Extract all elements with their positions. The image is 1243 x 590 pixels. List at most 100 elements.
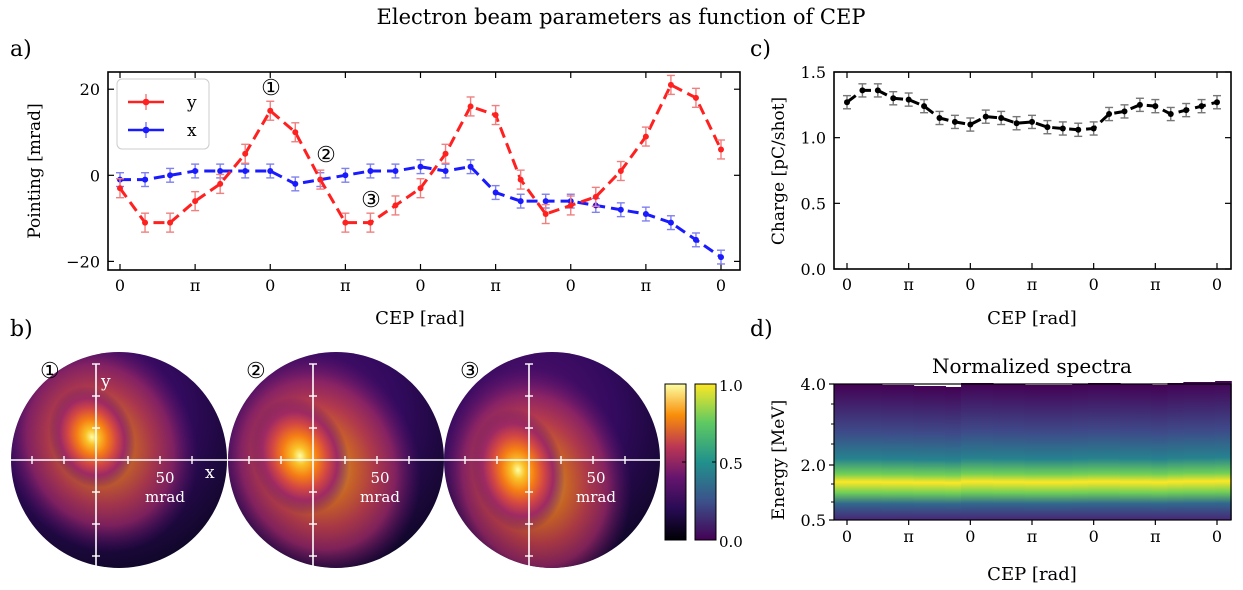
- beam-axis-x-label: x: [205, 463, 215, 483]
- series-y-point: [667, 81, 674, 88]
- panel-a-ylabel: Pointing [mrad]: [25, 103, 45, 238]
- charge-point: [998, 114, 1005, 121]
- charge-point: [1198, 103, 1205, 110]
- panel-a-xtick-label: 0: [716, 276, 726, 295]
- panel-a-xtick-label: π: [190, 276, 201, 295]
- legend-y-marker: [142, 98, 150, 106]
- charge-point: [1136, 101, 1143, 108]
- series-x-point: [267, 168, 274, 174]
- spectrum-column: [865, 384, 883, 520]
- beam-3-scale-unit: mrad: [576, 488, 616, 506]
- panel-d-xtick-label: 0: [1212, 527, 1222, 546]
- spectrum-column: [929, 386, 946, 520]
- panel-a-xtick-label: 0: [265, 276, 275, 295]
- panel-d-title: Normalized spectra: [932, 354, 1132, 378]
- series-x-point: [542, 198, 549, 205]
- beam-1-label: ①: [40, 359, 60, 384]
- series-x-point: [667, 219, 674, 226]
- charge-point: [967, 121, 974, 128]
- spectrum-column: [1215, 381, 1232, 520]
- spectrum-column: [1040, 385, 1058, 520]
- charge-point: [1121, 108, 1128, 115]
- series-y-point: [367, 219, 374, 226]
- series-y-point: [467, 103, 474, 110]
- colorbar-tick-1: 1.0: [719, 377, 743, 395]
- series-x-point: [417, 163, 424, 170]
- charge-point: [1029, 118, 1035, 125]
- panel-label-c: c): [750, 37, 771, 62]
- legend-box: [116, 78, 210, 150]
- series-x-point: [217, 168, 224, 174]
- panel-d-xtick-label: 0: [1089, 527, 1099, 546]
- panel-d-ylabel: Energy [MeV]: [769, 400, 789, 520]
- charge-point: [874, 87, 881, 94]
- panel-c-ytick-label: 1.0: [801, 129, 826, 148]
- series-x-point: [242, 168, 249, 174]
- series-y-point: [692, 94, 699, 101]
- spectrum-column: [913, 386, 931, 520]
- series-y-point: [492, 112, 499, 119]
- series-x-point: [192, 168, 199, 174]
- legend-x-marker: [142, 126, 150, 134]
- panel-a-plot-frame: [107, 71, 741, 271]
- beam-profile-3: [444, 352, 660, 568]
- panel-a-xtick-label: 0: [415, 276, 425, 295]
- charge-point: [859, 87, 866, 94]
- series-x-point: [642, 211, 649, 218]
- charge-point: [982, 113, 989, 120]
- panel-a-xtick-label: 0: [566, 276, 576, 295]
- series-y-point: [342, 219, 349, 226]
- figure-title: Electron beam parameters as function of …: [377, 5, 866, 29]
- panel-d-xtick-label: 0: [842, 527, 852, 546]
- panel-a-pointing-chart: −20 0 20 0 π 0 π 0 π 0 π 0 Pointing [mrad] CEP [ra…: [25, 71, 741, 329]
- spectrum-column: [976, 383, 994, 520]
- beam-2-scale-unit: mrad: [360, 488, 400, 506]
- panel-c-xtick-label: π: [1150, 275, 1161, 294]
- panel-a-xtick-label: π: [340, 276, 351, 295]
- series-y-point: [192, 198, 199, 205]
- spectrum-column: [849, 384, 867, 520]
- panel-d-xtick-label: 0: [965, 527, 975, 546]
- panel-d-ytick-label: 2.0: [801, 456, 826, 475]
- panel-a-ytick-label: −20: [66, 252, 100, 271]
- beam-1-spot: [48, 386, 136, 488]
- series-x-point: [392, 168, 399, 174]
- series-y-point: [242, 150, 249, 157]
- charge-point: [921, 103, 928, 110]
- beam-1-scale-value: 50: [155, 469, 174, 487]
- spectrum-column: [1135, 384, 1153, 520]
- legend-x-label: x: [187, 121, 197, 141]
- panel-a-ytick-label: 20: [80, 80, 100, 99]
- series-y-point: [617, 168, 624, 174]
- series-y-point: [217, 180, 224, 187]
- spectrum-column: [1103, 383, 1121, 520]
- spectrum-column: [1008, 384, 1026, 520]
- series-x-point: [692, 236, 699, 243]
- spectrum-column: [1072, 384, 1089, 520]
- spectrum-column: [1167, 383, 1185, 520]
- panel-d-ytick-label: 4.0: [801, 375, 826, 394]
- series-y-line: [118, 82, 723, 225]
- panel-a-xtick-label: 0: [115, 276, 125, 295]
- panel-d-xtick-label: π: [1150, 527, 1161, 546]
- series-x-point: [442, 168, 449, 174]
- spectrum-column: [961, 383, 978, 520]
- charge-point: [1167, 111, 1174, 118]
- panel-c-ytick-label: 0.0: [801, 260, 826, 279]
- panel-a-xlabel: CEP [rad]: [375, 308, 465, 329]
- panel-a-xtick-label: π: [490, 276, 501, 295]
- charge-point: [1075, 126, 1082, 133]
- panel-d-ytick-label: 0.5: [801, 511, 826, 530]
- series-y-point: [592, 193, 599, 200]
- charge-point: [936, 114, 943, 121]
- charge-point: [951, 118, 958, 125]
- beam-axis-y-label: y: [100, 372, 111, 392]
- charge-point: [1106, 111, 1113, 118]
- colorbar-tick-0: 0.0: [719, 533, 743, 551]
- beam-profile-1: [11, 352, 227, 568]
- series-x-point: [492, 189, 499, 196]
- beam-2-spot: [250, 397, 350, 515]
- series-y-point: [142, 219, 149, 226]
- series-y-point: [267, 107, 274, 114]
- panel-c-charge-chart: 0.0 0.5 1.0 1.5 0 π 0 π 0 π 0 Charge [pC/shot] CE…: [769, 63, 1232, 329]
